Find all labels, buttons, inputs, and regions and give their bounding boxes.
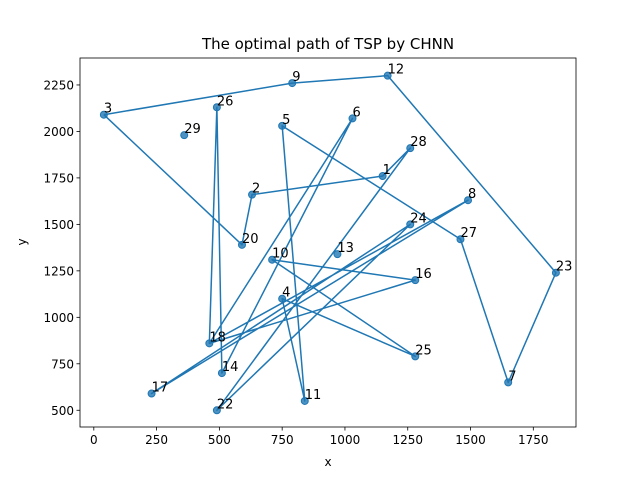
y-tick-label: 1000 xyxy=(43,311,74,325)
city-label-22: 22 xyxy=(217,397,234,412)
city-label-7: 7 xyxy=(508,369,516,384)
chart-title: The optimal path of TSP by CHNN xyxy=(201,35,454,53)
tour-line xyxy=(103,74,557,412)
city-label-14: 14 xyxy=(222,360,239,375)
city-point-27 xyxy=(456,235,465,244)
city-point-25 xyxy=(411,352,420,361)
y-tick-label: 1500 xyxy=(43,218,74,232)
city-label-1: 1 xyxy=(383,163,391,178)
city-point-2 xyxy=(248,190,257,199)
city-point-28 xyxy=(406,144,415,153)
city-label-4: 4 xyxy=(282,286,290,301)
y-tick-label: 750 xyxy=(51,357,74,371)
x-tick-label: 1000 xyxy=(330,433,361,447)
city-label-12: 12 xyxy=(388,63,405,78)
city-label-13: 13 xyxy=(337,241,354,256)
city-point-16 xyxy=(411,276,420,285)
city-label-18: 18 xyxy=(209,330,226,345)
city-label-25: 25 xyxy=(415,343,432,358)
city-point-20 xyxy=(237,240,246,249)
city-point-29 xyxy=(180,131,189,140)
city-label-8: 8 xyxy=(468,187,476,202)
x-tick-label: 1500 xyxy=(455,433,486,447)
city-label-17: 17 xyxy=(152,381,169,396)
city-point-18 xyxy=(205,339,214,348)
city-point-23 xyxy=(551,268,560,277)
y-tick-label: 2250 xyxy=(43,78,74,92)
city-point-11 xyxy=(300,396,309,405)
city-point-6 xyxy=(348,114,357,123)
city-label-27: 27 xyxy=(460,226,477,241)
city-label-5: 5 xyxy=(282,113,290,128)
city-point-14 xyxy=(217,369,226,378)
x-tick-label: 750 xyxy=(271,433,294,447)
city-label-11: 11 xyxy=(305,388,322,403)
x-tick-label: 1750 xyxy=(518,433,549,447)
x-tick-label: 1250 xyxy=(392,433,423,447)
y-tick-label: 500 xyxy=(51,404,74,418)
city-label-28: 28 xyxy=(410,135,427,150)
city-point-24 xyxy=(406,220,415,229)
city-label-20: 20 xyxy=(242,232,259,247)
plot-frame xyxy=(79,57,577,428)
x-tick-label: 500 xyxy=(208,433,231,447)
y-tick-label: 2000 xyxy=(43,125,74,139)
x-axis-label: x xyxy=(324,455,331,469)
city-label-2: 2 xyxy=(252,182,260,197)
tour-path xyxy=(103,74,557,412)
y-axis-ticks: 500 750 1000 1250 1500 1750 2000 2250 xyxy=(43,78,80,418)
city-label-6: 6 xyxy=(352,105,360,120)
city-label-26: 26 xyxy=(217,94,234,109)
x-axis-ticks: 0 250 500 750 1000 1250 1500 1750 xyxy=(90,427,549,447)
y-axis-label: y xyxy=(15,238,29,245)
city-label-10: 10 xyxy=(272,247,289,262)
city-point-7 xyxy=(504,378,513,387)
city-label-3: 3 xyxy=(104,102,112,117)
city-label-23: 23 xyxy=(556,260,573,275)
city-point-17 xyxy=(147,389,156,398)
city-point-5 xyxy=(278,121,287,130)
city-label-24: 24 xyxy=(410,211,427,226)
city-point-3 xyxy=(99,110,108,119)
city-point-9 xyxy=(288,79,297,88)
x-tick-label: 250 xyxy=(145,433,168,447)
city-point-8 xyxy=(464,196,473,205)
city-point-12 xyxy=(383,71,392,80)
city-point-10 xyxy=(268,255,277,264)
city-point-1 xyxy=(378,172,387,181)
city-label-29: 29 xyxy=(184,122,201,137)
city-label-9: 9 xyxy=(292,70,300,85)
city-point-22 xyxy=(212,406,221,415)
city-point-13 xyxy=(333,250,342,259)
city-point-4 xyxy=(278,294,287,303)
x-tick-label: 0 xyxy=(90,433,98,447)
city-point-26 xyxy=(212,103,221,112)
y-tick-label: 1250 xyxy=(43,264,74,278)
y-tick-label: 1750 xyxy=(43,171,74,185)
city-label-16: 16 xyxy=(415,267,432,282)
city-points xyxy=(99,71,560,415)
